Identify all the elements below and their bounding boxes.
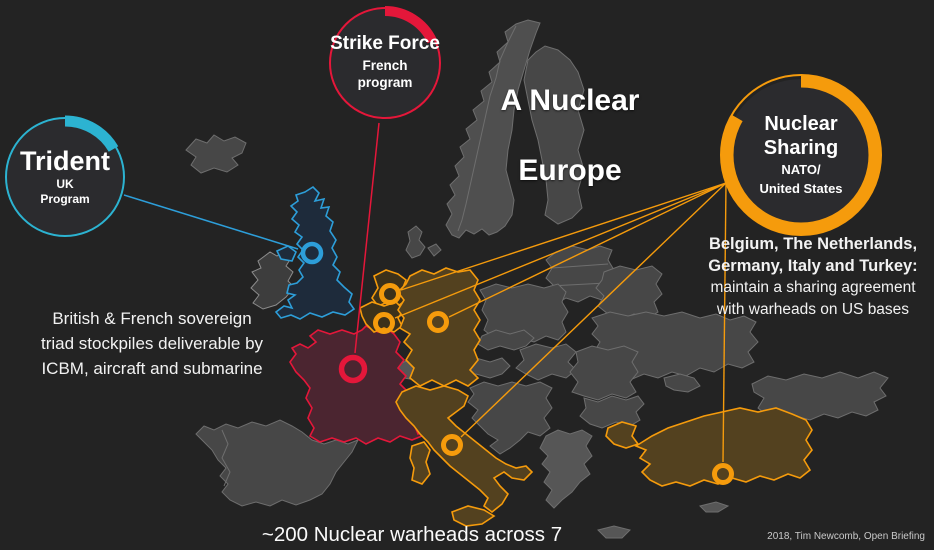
leader-trident-to-uk <box>123 194 299 250</box>
annotation-east-line-1: Belgium, The Netherlands, <box>708 235 918 253</box>
country-slovakia-hungary <box>515 343 577 381</box>
region-turkish-thrace <box>605 421 640 449</box>
border-portugal <box>221 429 231 487</box>
marker-turkey <box>712 463 734 485</box>
trident-sub-2: Program <box>40 191 90 206</box>
country-iceland <box>185 134 247 174</box>
nuclear-sharing-title-2: Sharing <box>763 137 839 160</box>
country-poland <box>479 283 569 345</box>
badge-trident: Trident UK Program <box>2 114 128 240</box>
peninsula-crimea <box>663 373 701 393</box>
country-bulgaria <box>579 395 645 429</box>
annotation-nato-sharing: Belgium, The Netherlands, Germany, Italy… <box>690 233 934 321</box>
leader-sharing-to-netherlands <box>400 182 727 291</box>
nuclear-sharing-title-1: Nuclear <box>764 113 838 136</box>
annotation-west-line-3: ICBM, aircraft and submarine <box>41 359 263 378</box>
strike-force-sub-1: French <box>362 58 408 74</box>
title-line-1: A Nuclear <box>500 84 640 117</box>
island-crete <box>597 525 631 539</box>
country-finland <box>523 45 585 225</box>
annotation-west-line-1: British & French sovereign <box>52 309 252 328</box>
country-norway-sweden <box>445 19 541 239</box>
annotation-east-line-3: maintain a sharing agreement <box>710 279 916 296</box>
country-greece <box>539 429 593 509</box>
country-spain <box>195 419 360 507</box>
trident-title: Trident <box>19 146 110 177</box>
footer-credit: 2018, Tim Newcomb, Open Briefing <box>767 531 925 542</box>
leader-sharing-to-italy <box>460 182 727 438</box>
annotation-british-french: British & French sovereign triad stockpi… <box>26 306 278 381</box>
marker-united-kingdom <box>300 241 324 265</box>
leader-sharing-to-turkey <box>722 182 727 463</box>
country-united-kingdom <box>274 185 356 320</box>
marker-netherlands <box>379 283 401 305</box>
trident-ring-icon <box>3 115 127 239</box>
trident-sub-1: UK <box>56 176 74 191</box>
nuclear-sharing-sub-2: United States <box>759 181 843 196</box>
nuclear-sharing-sub-1: NATO/ <box>781 162 821 178</box>
country-france <box>289 325 432 445</box>
footer-caption: ~200 Nuclear warheads across 7 nations <box>261 523 563 550</box>
country-italy <box>395 385 534 514</box>
country-czechia <box>477 329 535 351</box>
marker-belgium <box>373 312 395 334</box>
border-norway-sweden <box>457 25 517 232</box>
country-romania <box>569 345 639 401</box>
strike-force-title: Strike Force <box>330 33 440 55</box>
country-germany <box>396 267 481 387</box>
strike-force-ring-icon <box>328 6 442 120</box>
country-belarus <box>595 265 663 321</box>
title-line-2: Europe <box>518 154 622 187</box>
island-zealand <box>427 243 442 257</box>
annotation-west-line-2: triad stockpiles deliverable by <box>40 334 264 353</box>
marker-france <box>338 354 368 384</box>
region-balkans <box>467 381 553 455</box>
strike-force-sub-2: program <box>357 74 413 90</box>
leader-sharing-to-belgium <box>394 182 727 319</box>
island-sicily <box>451 505 496 527</box>
island-cyprus <box>699 501 730 513</box>
island-sardinia <box>409 441 431 485</box>
leader-sharing-to-germany <box>448 182 727 318</box>
marker-italy <box>441 434 463 456</box>
marker-germany <box>427 311 449 333</box>
badge-nuclear-sharing: Nuclear Sharing NATO/ United States <box>716 70 886 240</box>
leader-strikeforce-to-france <box>354 122 380 354</box>
country-turkey <box>634 407 813 487</box>
page-title: A Nuclear Europe <box>462 84 678 224</box>
region-northern-ireland <box>275 245 297 262</box>
nuclear-sharing-ring-icon <box>720 74 882 236</box>
country-denmark <box>405 225 426 259</box>
annotation-east-line-2: Germany, Italy and Turkey: <box>708 257 918 275</box>
badge-strike-force: Strike Force French program <box>325 3 445 123</box>
annotation-east-line-4: with warheads on US bases <box>716 301 910 318</box>
